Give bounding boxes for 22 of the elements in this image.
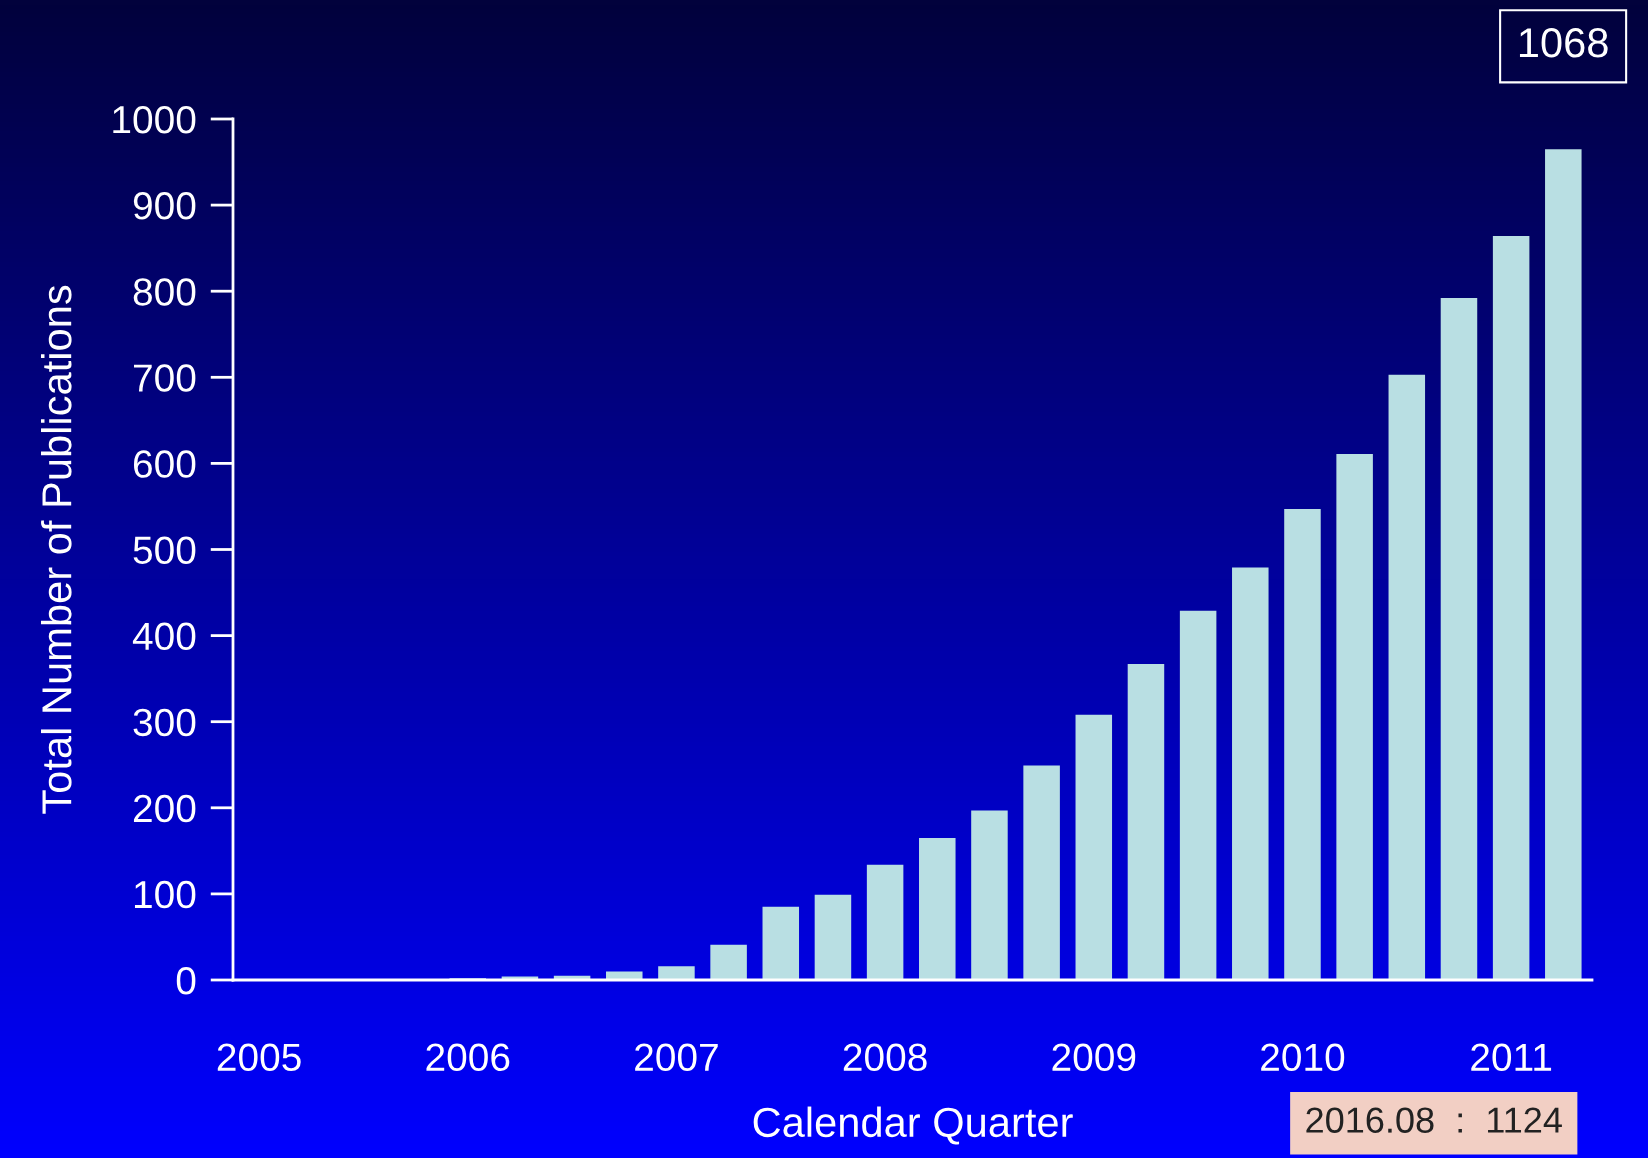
y-tick-label: 300 [133, 708, 196, 737]
y-tick-label: 1000 [113, 105, 196, 134]
text: 2016.08 : 1124 [1306, 1107, 1562, 1133]
x-tick-label: 2007 [635, 1043, 718, 1072]
x-tick-label: 2010 [1261, 1043, 1345, 1072]
y-tick-label: 500 [133, 536, 196, 564]
y-tick-label: 700 [134, 364, 196, 392]
x-tick-label: 2011 [1471, 1043, 1552, 1072]
x-tick-label: 2009 [1052, 1043, 1136, 1072]
y-tick-label: 100 [134, 880, 196, 909]
x-tick-label: 2005 [217, 1043, 301, 1072]
x-tick-label: 2008 [843, 1043, 927, 1072]
y-axis-title: Total Number of Publications [40, 285, 72, 814]
x-tick-label: 2006 [426, 1043, 510, 1072]
y-tick-label: 200 [133, 794, 196, 823]
y-tick-label: 600 [133, 450, 196, 478]
y-tick-label: 900 [133, 192, 196, 220]
y-tick-label: 400 [132, 622, 196, 651]
x-axis-title: Calendar Quarter [753, 1106, 1073, 1145]
text: 1068 [1519, 28, 1608, 58]
y-tick-label: 0 [176, 966, 196, 995]
y-tick-label: 800 [133, 278, 196, 306]
